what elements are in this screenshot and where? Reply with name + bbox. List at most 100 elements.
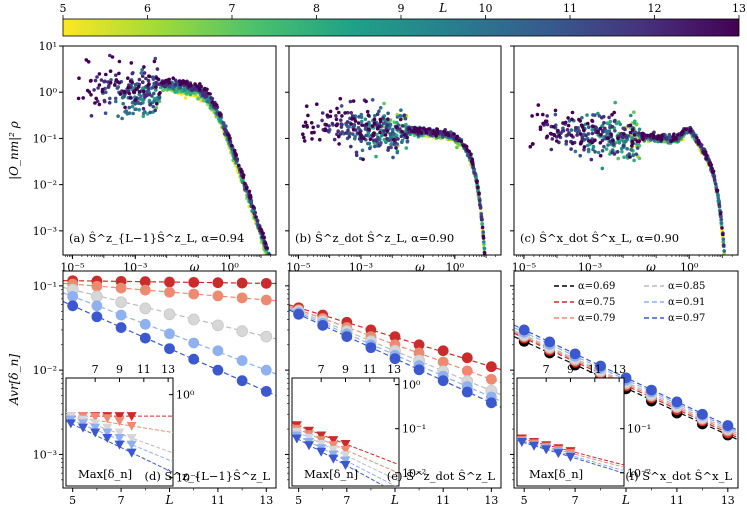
inset-data-point: [114, 412, 125, 422]
axes-frame-e: [288, 270, 502, 489]
inset-data-point: [328, 436, 339, 446]
data-point: [399, 108, 403, 112]
data-point: [375, 139, 379, 143]
data-point: [549, 147, 554, 152]
data-point: [386, 117, 390, 121]
data-point: [110, 55, 115, 59]
data-point: [702, 147, 706, 151]
data-point: [613, 129, 617, 133]
data-point: [400, 129, 404, 134]
data-point: [570, 110, 575, 115]
data-point: [115, 282, 127, 294]
data-point: [95, 75, 99, 79]
data-point: [437, 375, 449, 387]
data-point: [578, 153, 582, 158]
data-point: [455, 145, 459, 150]
data-point: [94, 96, 98, 101]
y-tick-label: 10¹: [39, 40, 57, 53]
data-point: [373, 113, 377, 118]
x-tick-label: 7: [118, 494, 125, 507]
data-point: [163, 84, 167, 89]
data-point: [188, 353, 200, 365]
x-tick-label: 10⁻⁵: [60, 261, 84, 274]
data-point: [569, 348, 581, 360]
scatter-points-a: [76, 53, 274, 265]
inset-data-point: [90, 423, 101, 433]
data-point: [553, 112, 558, 117]
data-point: [704, 157, 709, 161]
data-point: [437, 356, 449, 368]
data-point: [255, 218, 260, 223]
data-point: [377, 109, 381, 113]
data-point: [385, 136, 389, 141]
data-point: [365, 342, 377, 354]
data-point: [316, 124, 320, 128]
data-point: [580, 115, 584, 120]
data-point: [575, 130, 580, 134]
data-point: [134, 107, 138, 111]
data-point: [348, 99, 353, 104]
data-point: [354, 153, 359, 158]
data-point: [97, 72, 102, 76]
data-point: [91, 300, 103, 312]
data-point: [578, 119, 582, 123]
y-tick-label: 10⁰: [39, 86, 58, 99]
data-point: [270, 261, 274, 265]
data-point: [695, 136, 699, 140]
data-point: [115, 296, 127, 309]
data-point: [378, 130, 382, 135]
data-point: [363, 127, 368, 131]
legend: α=0.69 α=0.75 α=0.79 α=0.85 α=0.91 α=0.97: [554, 281, 705, 324]
data-point: [475, 179, 479, 183]
data-point: [478, 206, 483, 210]
data-point: [309, 121, 314, 125]
data-point: [236, 355, 248, 366]
data-point: [482, 240, 486, 244]
data-point: [117, 81, 122, 85]
data-point: [161, 88, 166, 92]
data-point: [569, 147, 573, 151]
data-point: [76, 96, 81, 101]
x-tick-label: 5: [295, 494, 302, 507]
data-point: [104, 90, 108, 95]
data-point: [696, 408, 708, 420]
inset-data-point: [90, 412, 101, 422]
data-point: [351, 127, 356, 132]
data-point: [553, 108, 558, 113]
data-point: [717, 202, 721, 207]
data-point: [141, 111, 146, 116]
data-point: [167, 80, 171, 85]
data-point: [630, 139, 635, 144]
data-point: [627, 152, 631, 156]
axes-frame-c: [513, 45, 739, 256]
data-point: [613, 100, 617, 105]
data-point: [152, 59, 157, 64]
data-point: [364, 133, 369, 138]
data-point: [260, 330, 273, 343]
data-point: [359, 136, 364, 140]
inset-x-tick-label: 9: [116, 363, 123, 376]
data-point: [154, 80, 158, 85]
data-point: [360, 148, 365, 153]
data-point: [366, 113, 371, 118]
data-point: [117, 59, 122, 64]
data-point: [146, 83, 150, 87]
x-tick-label: 11: [211, 494, 225, 507]
data-point: [302, 135, 306, 140]
data-point: [628, 123, 633, 128]
data-point: [480, 222, 485, 226]
data-point: [341, 331, 353, 343]
x-tick-label: 5: [521, 494, 528, 507]
data-point: [699, 144, 703, 149]
data-point: [102, 98, 107, 103]
data-point: [543, 119, 548, 123]
panel-label-e: (e) Ŝ^z_dot Ŝ^z_L: [387, 469, 496, 483]
data-point: [365, 109, 370, 114]
data-point: [711, 170, 715, 175]
data-point: [632, 133, 637, 137]
data-point: [391, 155, 395, 160]
data-point: [596, 150, 601, 155]
